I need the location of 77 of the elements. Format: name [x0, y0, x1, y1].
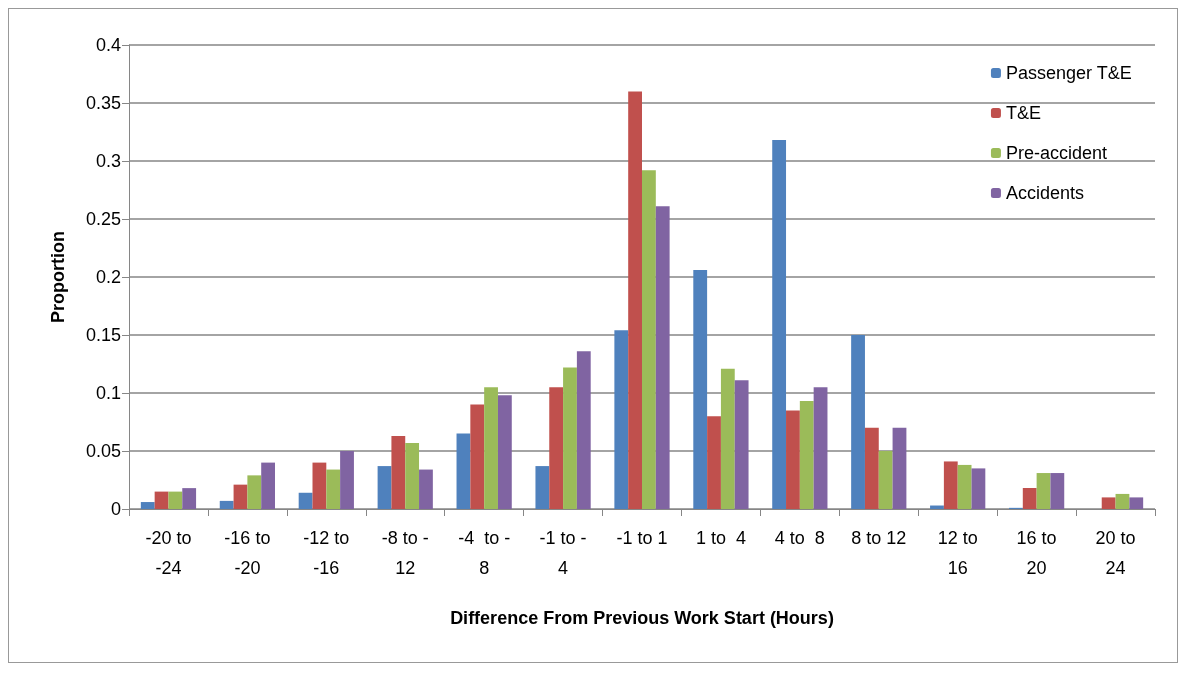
- bar: [1036, 473, 1051, 509]
- x-tick-label: -4 to - 8: [458, 528, 511, 578]
- bar: [813, 387, 828, 509]
- bar: [1101, 497, 1116, 509]
- bar: [456, 433, 471, 509]
- bar: [312, 462, 327, 509]
- y-tick-label: 0.3: [95, 151, 121, 171]
- bar: [734, 380, 749, 509]
- bar: [419, 469, 433, 509]
- bar: [261, 462, 276, 509]
- y-tick-label: 0: [110, 499, 121, 519]
- bar: [563, 367, 577, 509]
- bar: [971, 468, 986, 509]
- y-tick-label: 0.2: [95, 267, 121, 287]
- x-tick-label: -20 to -24: [145, 528, 192, 578]
- bar: [772, 140, 787, 509]
- bar: [851, 335, 865, 509]
- legend-label: Accidents: [1005, 183, 1084, 203]
- x-tick-label: -1 to 1: [616, 528, 668, 548]
- bar: [1115, 493, 1130, 509]
- bar: [140, 502, 155, 509]
- bar: [497, 395, 512, 509]
- bar: [655, 206, 670, 509]
- bar: [1022, 488, 1037, 509]
- bar: [377, 466, 392, 509]
- x-axis-title: Difference From Previous Work Start (Hours): [450, 608, 834, 628]
- bar: [628, 91, 642, 509]
- bar: [693, 270, 708, 509]
- bar: [391, 435, 406, 509]
- bar: [892, 427, 907, 509]
- bar: [1129, 497, 1144, 509]
- bar: [340, 451, 354, 509]
- bar: [957, 464, 972, 509]
- bar: [154, 491, 169, 509]
- y-tick-label: 0.15: [85, 325, 121, 345]
- x-tick-label: 12 to 16: [937, 528, 978, 578]
- bar: [405, 442, 420, 509]
- bar: [326, 469, 341, 509]
- bar: [576, 351, 591, 509]
- x-tick-label: -8 to - 12: [381, 528, 429, 578]
- bar: [720, 368, 735, 509]
- bar: [878, 451, 893, 509]
- y-tick-label: 0.35: [85, 93, 121, 113]
- x-tick-label: -16 to -20: [224, 528, 271, 578]
- y-tick-label: 0.4: [95, 35, 121, 55]
- y-tick-label: 0.05: [85, 441, 121, 461]
- bar: [298, 492, 313, 509]
- x-tick-label: 8 to 12: [851, 528, 907, 548]
- bar: [864, 427, 879, 509]
- bar: [707, 416, 721, 509]
- x-tick-label: 4 to 8: [774, 528, 825, 548]
- bar: [484, 387, 498, 509]
- bar: [182, 488, 197, 509]
- y-tick-label: 0.1: [95, 383, 121, 403]
- bar: [247, 475, 262, 509]
- bar: [233, 484, 248, 509]
- bar: [614, 330, 629, 509]
- x-tick-label: -1 to - 4: [539, 528, 587, 578]
- bar: [799, 401, 814, 509]
- bar: [168, 491, 183, 509]
- bar: [549, 387, 564, 509]
- legend-label: Pre-accident: [1005, 143, 1107, 163]
- bar: [1050, 473, 1065, 509]
- bar: [535, 466, 550, 509]
- x-tick-label: 16 to 20: [1016, 528, 1057, 578]
- x-tick-label: -12 to -16: [303, 528, 350, 578]
- bar: [219, 500, 234, 509]
- bar: [786, 410, 800, 509]
- y-tick-label: 0.25: [85, 209, 121, 229]
- bar: [943, 461, 958, 509]
- legend-label: T&E: [1005, 103, 1041, 123]
- y-axis-title: Proportion: [48, 231, 68, 323]
- legend-label: Passenger T&E: [1005, 63, 1132, 83]
- x-tick-label: 20 to 24: [1095, 528, 1136, 578]
- bar: [642, 170, 656, 509]
- bar: [470, 404, 485, 509]
- x-tick-label: 1 to 4: [695, 528, 746, 548]
